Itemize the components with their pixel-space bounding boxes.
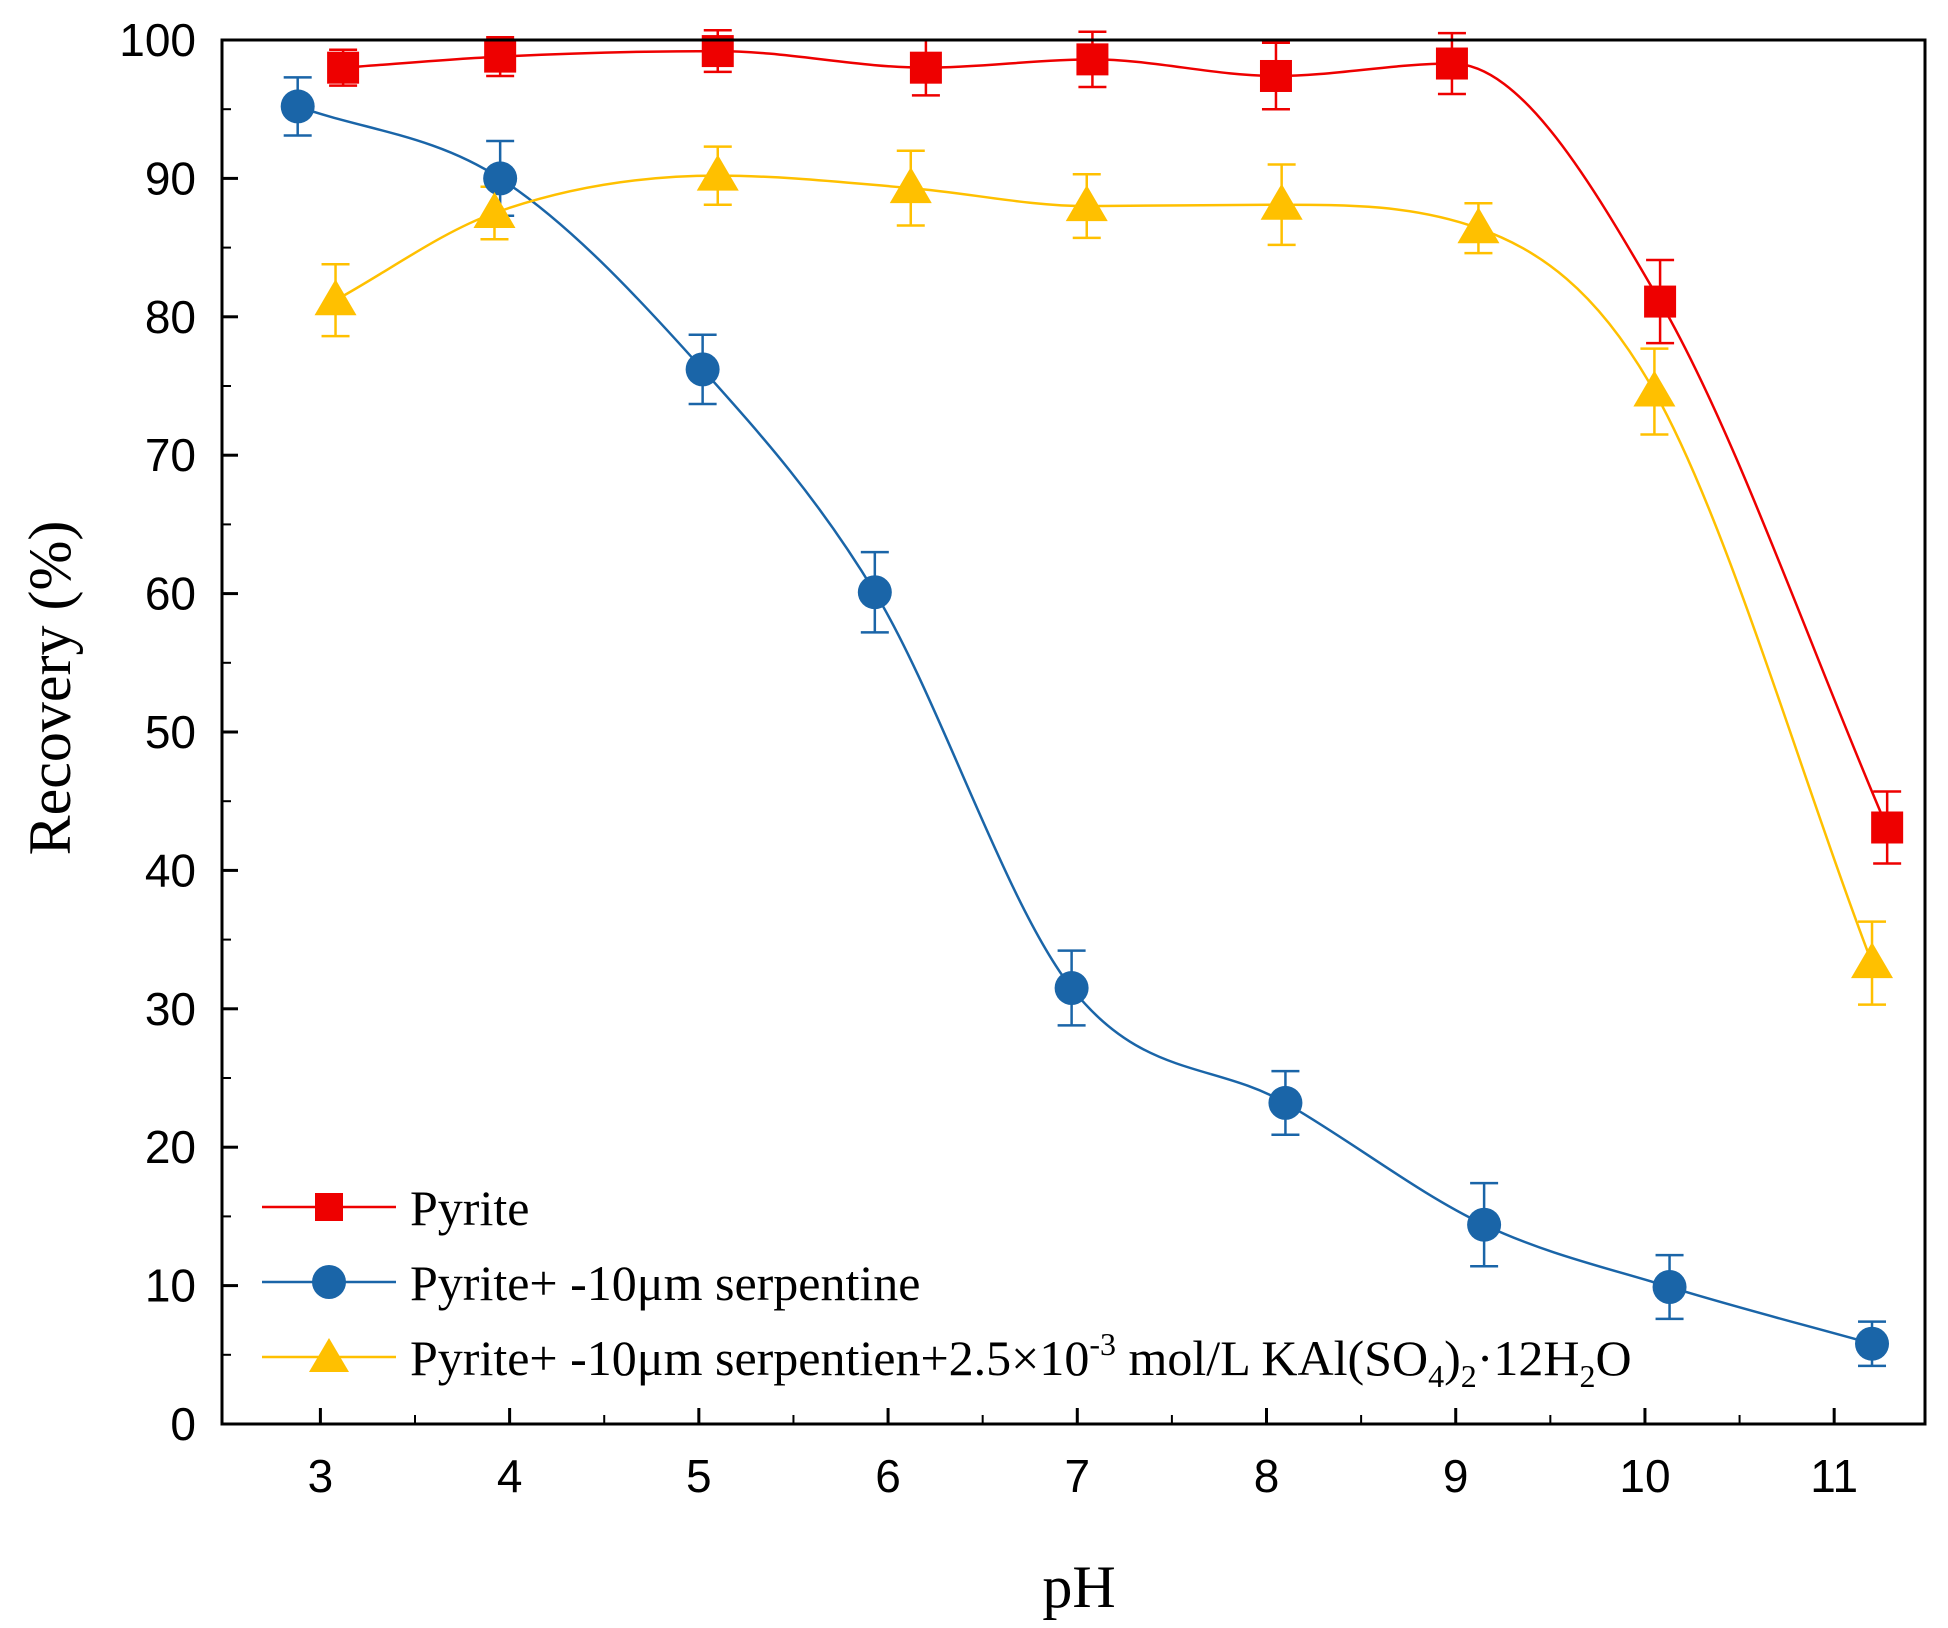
series-1-point <box>1871 811 1904 844</box>
y-tick-label: 50 <box>145 706 196 758</box>
tick-labels: 3 4 5 6 7 8 9 10 11 0 10 20 30 40 50 60 70 80 90 100 <box>119 14 1858 1502</box>
series-3-point <box>696 154 739 191</box>
legend-label-kal-exp: -3 <box>1089 1326 1116 1362</box>
legend-label-kal-hydrate: ·12H <box>1477 1330 1580 1386</box>
series-2-point <box>857 575 892 610</box>
series-3-point <box>889 167 932 204</box>
x-tick-label: 6 <box>875 1450 901 1502</box>
y-tick-label: 10 <box>145 1260 196 1312</box>
series-1-point <box>1076 43 1109 76</box>
x-tick-label: 9 <box>1443 1450 1469 1502</box>
legend-label-kal-sub3: 2 <box>1579 1358 1595 1394</box>
legend-label-kal-sub1: 4 <box>1428 1358 1444 1394</box>
series-1-point <box>1259 59 1292 92</box>
legend-label-kal-main: Pyrite+ -10μm serpentien+2.5×10 <box>410 1330 1089 1386</box>
x-tick-label: 11 <box>1810 1450 1858 1502</box>
series-1-point <box>1644 285 1677 318</box>
legend-marker-triangle <box>309 1338 349 1372</box>
series-3-point <box>1065 185 1108 222</box>
legend-label-kal-sub2: 2 <box>1461 1358 1477 1394</box>
series-2-point <box>1855 1326 1890 1361</box>
series-2-point <box>1268 1085 1303 1120</box>
series-1-point <box>909 51 942 84</box>
series-3-point <box>1260 183 1303 220</box>
y-tick-label: 20 <box>145 1121 196 1173</box>
series-3-curve <box>334 174 1874 964</box>
y-tick-label: 0 <box>170 1398 196 1450</box>
series-2-point <box>1054 971 1089 1006</box>
y-tick-label: 90 <box>145 152 196 204</box>
legend-marker-circle <box>312 1265 346 1299</box>
series-2-curve <box>297 105 1873 1345</box>
y-tick-label: 100 <box>119 14 196 66</box>
series-1-curve <box>343 49 1889 828</box>
legend-label-kal-unit: mol/L KAl(SO <box>1116 1330 1428 1386</box>
y-tick-label: 60 <box>145 568 196 620</box>
x-tick-label: 7 <box>1064 1450 1090 1502</box>
legend-marker-square <box>315 1193 343 1221</box>
series-3-point <box>1457 207 1500 244</box>
series-1-point <box>484 40 517 73</box>
series-3-point <box>1633 370 1676 407</box>
data-markers <box>280 35 1904 1361</box>
x-tick-label: 5 <box>686 1450 712 1502</box>
x-tick-label: 3 <box>308 1450 334 1502</box>
series-3-point <box>473 192 516 228</box>
series-2-point <box>280 89 315 124</box>
series-1-point <box>327 51 360 84</box>
x-tick-label: 8 <box>1254 1450 1280 1502</box>
series-2-point <box>1652 1269 1687 1304</box>
x-tick-label: 10 <box>1619 1450 1670 1502</box>
legend-label-serpentine: Pyrite+ -10μm serpentine <box>410 1255 920 1311</box>
legend-label-pyrite: Pyrite <box>410 1180 529 1236</box>
series-2-point <box>1467 1207 1502 1242</box>
legend-label-kal: Pyrite+ -10μm serpentien+2.5×10-3 mol/L … <box>410 1326 1632 1394</box>
series-2-point <box>483 161 518 196</box>
y-axis-title: Recovery (%) <box>17 521 83 856</box>
legend-label-kal-end: O <box>1595 1330 1631 1386</box>
y-tick-label: 40 <box>145 844 196 896</box>
series-2-point <box>685 352 720 387</box>
y-tick-label: 80 <box>145 291 196 343</box>
y-tick-label: 30 <box>145 983 196 1035</box>
axes <box>220 38 1927 1426</box>
series-3-point <box>1851 942 1894 979</box>
series-3-point <box>314 279 357 316</box>
legend: Pyrite Pyrite+ -10μm serpentine Pyrite+ … <box>262 1180 1632 1394</box>
series-1-point <box>1435 47 1468 80</box>
y-tick-label: 70 <box>145 429 196 481</box>
x-tick-label: 4 <box>497 1450 523 1502</box>
legend-label-kal-close: ) <box>1444 1330 1461 1386</box>
fitted-curves <box>297 49 1889 1345</box>
x-axis-title: pH <box>1042 1554 1115 1620</box>
